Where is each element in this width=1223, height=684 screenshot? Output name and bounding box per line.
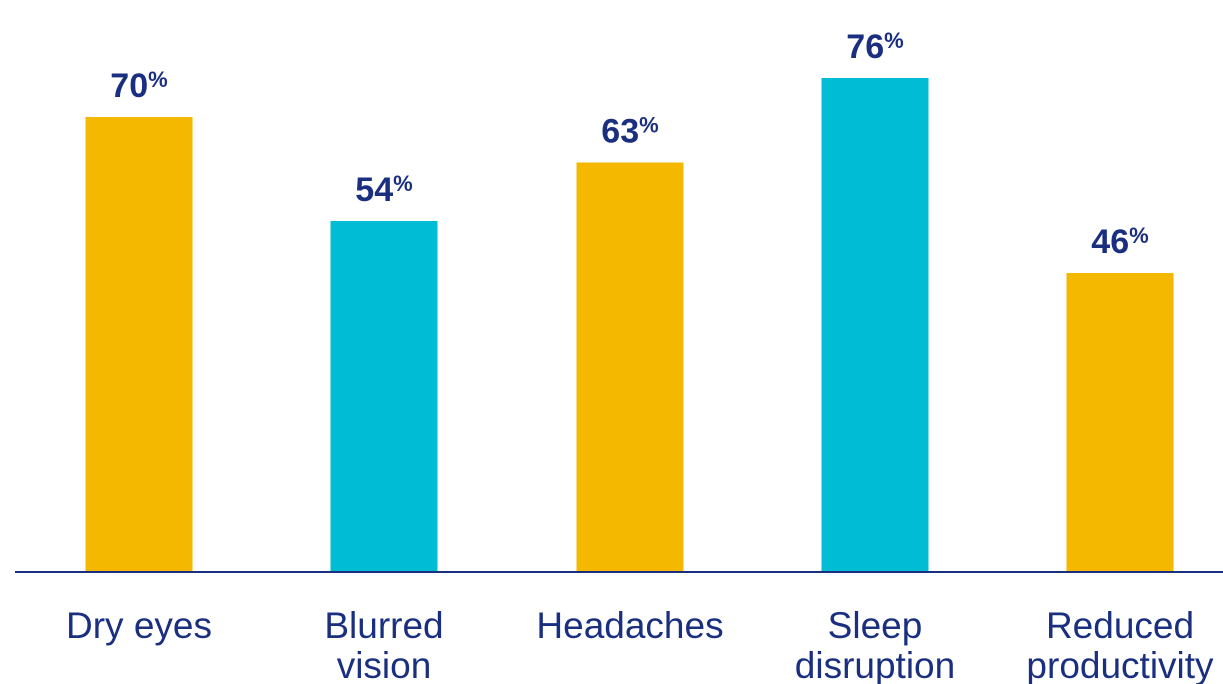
value-labels-group: 70% 54% 63% 76% 46% (110, 28, 1148, 261)
value-label-4: 76% (846, 28, 903, 66)
bar-3 (576, 162, 684, 572)
bar-2 (330, 221, 438, 572)
category-label-4: Sleep disruption (795, 605, 955, 684)
category-labels-group: Dry eyes Blurred vision Headaches Sleep disru… (66, 605, 1214, 684)
category-label-3: Headaches (536, 605, 723, 646)
bar-4 (821, 78, 929, 572)
category-label-1: Dry eyes (66, 605, 212, 646)
value-label-2: 54% (355, 171, 412, 209)
value-label-5: 46% (1091, 223, 1148, 261)
bar-1 (85, 117, 193, 572)
bar-5 (1066, 273, 1174, 572)
value-label-3: 63% (601, 113, 658, 151)
bars-group (85, 78, 1174, 572)
value-label-1: 70% (110, 67, 167, 105)
category-label-5: Reduced productivity (1026, 605, 1214, 684)
category-label-2: Blurred vision (324, 605, 443, 684)
